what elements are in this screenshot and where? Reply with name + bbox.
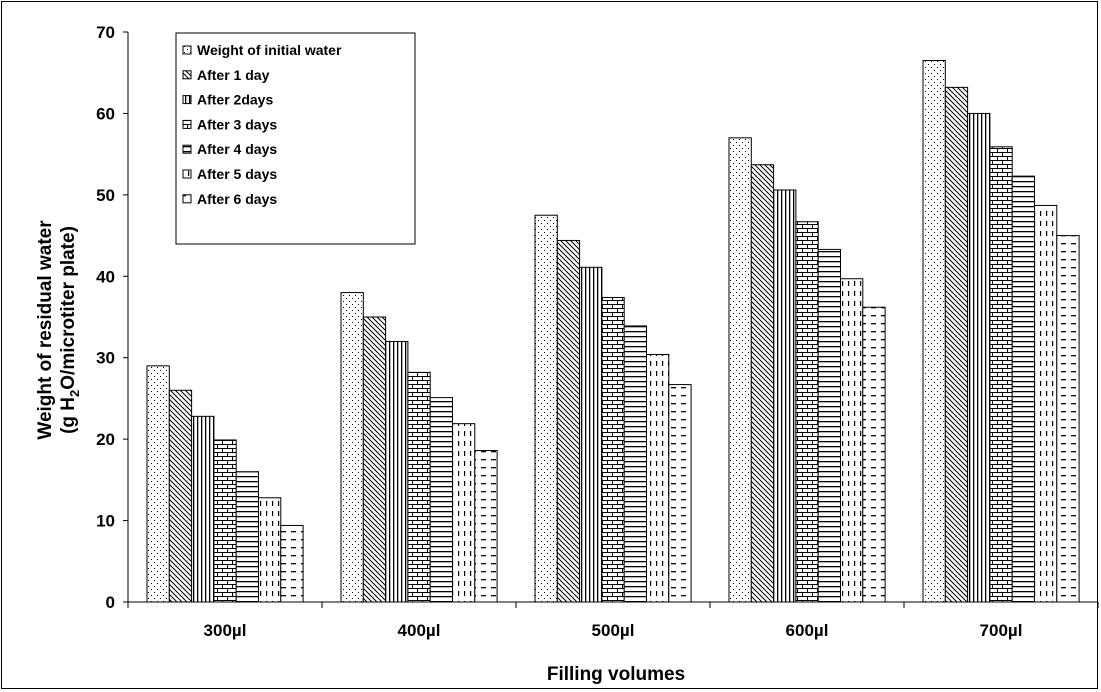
- bar-3-1: [191, 415, 215, 603]
- bar-4-1: [213, 439, 237, 603]
- y-tick-label: 0: [106, 593, 115, 612]
- bar-6-3: [646, 353, 670, 603]
- bar-7-1: [280, 524, 304, 603]
- bar-2-3: [556, 239, 581, 603]
- y-axis-title-line2: (g H2O/microtiter plate): [58, 226, 82, 434]
- x-tick-label: 600µl: [786, 621, 829, 640]
- y-tick-label: 10: [96, 512, 115, 531]
- bar-6-4: [840, 278, 864, 603]
- bar-4-4: [795, 221, 819, 603]
- bar-7-5: [1056, 235, 1080, 603]
- legend-swatch: [182, 144, 192, 154]
- x-tick-label: 700µl: [980, 621, 1023, 640]
- bar-5-1: [235, 471, 259, 603]
- bar-5-2: [429, 397, 454, 603]
- legend-swatch: [182, 194, 192, 204]
- legend-label: Weight of initial water: [197, 42, 342, 58]
- legend-swatch: [182, 119, 192, 129]
- legend: Weight of initial water After 1 day After …: [175, 32, 416, 245]
- y-axis-title: Weight of residual water (g H2O/microtit…: [35, 220, 82, 440]
- x-axis-title: Filling volumes: [547, 664, 685, 685]
- legend-label: After 3 days: [197, 116, 277, 132]
- legend-swatch: [182, 70, 192, 80]
- bar-6-2: [452, 423, 476, 603]
- legend-swatch: [182, 45, 192, 55]
- bar-5-4: [817, 248, 842, 603]
- bars-group: [146, 60, 1080, 603]
- bar-7-2: [474, 450, 498, 603]
- y-axis-title-prefix: (g H: [58, 397, 79, 434]
- x-tick-label: 500µl: [592, 621, 635, 640]
- y-tick-label: 40: [96, 267, 115, 286]
- bar-5-5: [1011, 175, 1036, 603]
- bar-3-3: [579, 266, 603, 603]
- bar-3-5: [967, 112, 991, 603]
- x-tick-label: 400µl: [398, 621, 441, 640]
- y-axis-title-line1: Weight of residual water: [35, 220, 56, 440]
- legend-label: After 6 days: [197, 191, 277, 207]
- bar-1-3: [534, 214, 558, 603]
- legend-label: After 4 days: [197, 141, 277, 157]
- y-tick-label: 20: [96, 430, 115, 449]
- legend-swatch: [182, 169, 192, 179]
- tick-labels: 0 10 20 30 40 50 60 70 300µl 400µl 500µl 600µl 700µl: [96, 23, 1022, 640]
- bar-6-1: [258, 497, 282, 603]
- bar-2-1: [168, 389, 193, 603]
- bar-2-4: [750, 164, 775, 603]
- y-tick-label: 60: [96, 104, 115, 123]
- x-tick-label: 300µl: [204, 621, 247, 640]
- legend-label: After 2days: [197, 92, 273, 108]
- bar-3-4: [773, 189, 797, 603]
- bar-5-3: [623, 325, 648, 603]
- legend-swatch: [182, 95, 192, 105]
- bar-1-4: [728, 137, 752, 603]
- y-tick-label: 50: [96, 186, 115, 205]
- legend-label: After 1 day: [197, 67, 270, 83]
- bar-4-5: [989, 146, 1013, 603]
- y-axis-title-suffix: O/microtiter plate): [58, 226, 79, 390]
- bar-2-5: [944, 86, 969, 603]
- bar-6-5: [1034, 204, 1058, 603]
- y-axis-title-subscript: 2: [67, 390, 82, 397]
- bar-3-2: [385, 340, 409, 603]
- bar-4-3: [601, 296, 625, 603]
- legend-label: After 5 days: [197, 166, 277, 182]
- bar-7-3: [668, 384, 692, 603]
- bar-4-2: [407, 371, 431, 603]
- bar-1-2: [340, 292, 364, 603]
- bar-1-1: [146, 365, 170, 603]
- bar-1-5: [922, 60, 946, 603]
- bar-7-4: [862, 306, 886, 603]
- bar-2-2: [362, 316, 387, 603]
- y-tick-label: 70: [96, 23, 115, 42]
- legend-box: [175, 32, 416, 245]
- y-tick-label: 30: [96, 349, 115, 368]
